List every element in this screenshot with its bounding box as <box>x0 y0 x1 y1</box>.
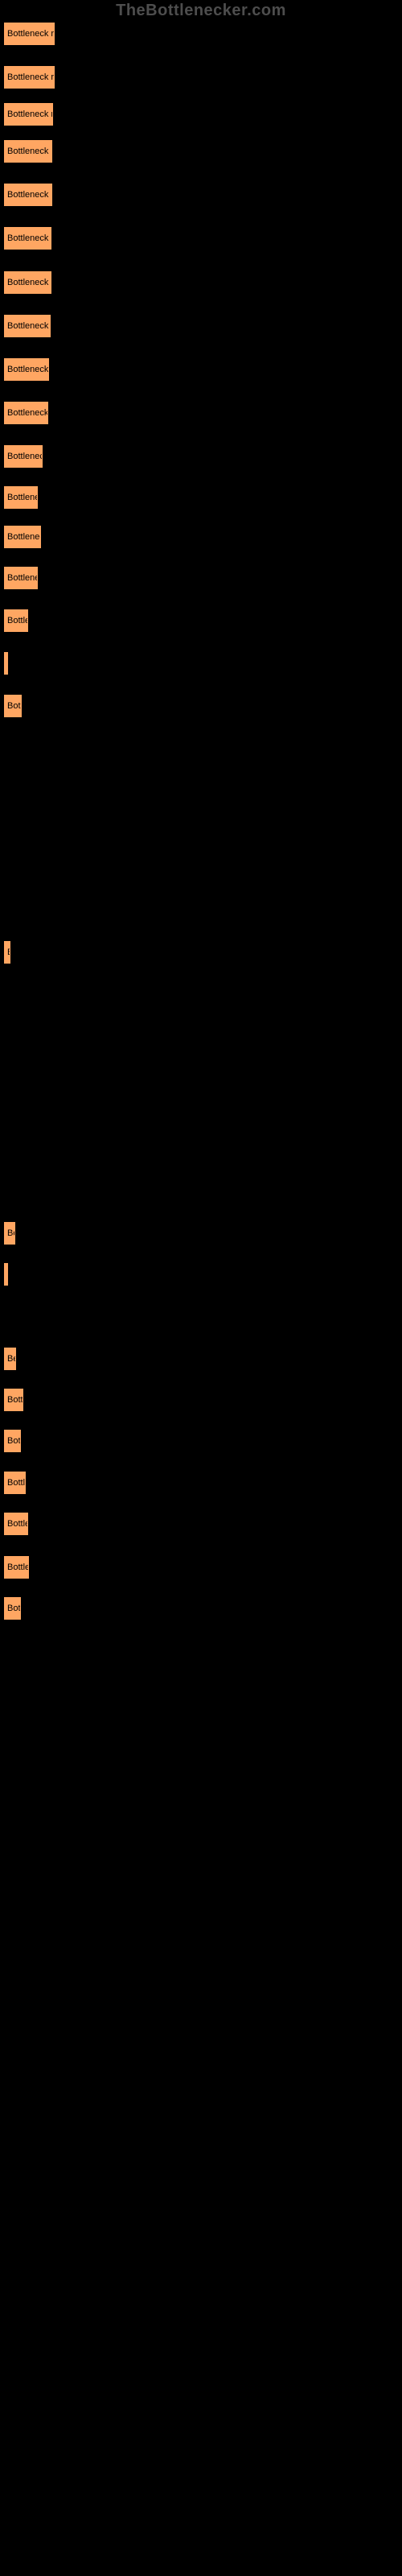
bar-row: Bottle <box>4 609 28 632</box>
bar <box>4 652 8 675</box>
bar-row: Bottlenec <box>4 567 38 589</box>
bar-label: B <box>7 947 10 957</box>
bar-row <box>4 652 6 675</box>
bar-chart: Bottleneck res Bottleneck res Bottleneck r… <box>4 19 398 2571</box>
bar <box>4 1263 8 1286</box>
bar-row <box>4 1263 6 1286</box>
bar: Bottle <box>4 1556 29 1579</box>
bar-label: Bottle <box>7 1563 29 1572</box>
bar: Bottlenec <box>4 486 38 509</box>
bar-row: Bottlenec <box>4 486 38 509</box>
bar-row: Bot <box>4 1597 21 1620</box>
bar-row: Bottleneck res <box>4 23 55 45</box>
bar-label: Bot <box>7 1604 21 1613</box>
bar: Bottleneck <box>4 445 43 468</box>
bar: Bottleneck re <box>4 140 52 163</box>
bar-row: Be <box>4 1348 16 1370</box>
bar-label: Bottleneck r <box>7 408 48 418</box>
bar-row: Bottle <box>4 1513 28 1535</box>
bar: Bottleneck r <box>4 402 48 424</box>
bar: Bottle <box>4 609 28 632</box>
bar-row: Bottl <box>4 1472 26 1494</box>
bar: Bot <box>4 1430 21 1452</box>
bar: Bottle <box>4 1513 28 1535</box>
bar-label: Bottleneck <box>7 532 41 542</box>
bar-label: Bottleneck re <box>7 233 51 243</box>
bar-row: Bottleneck <box>4 526 41 548</box>
bar-row: Bottleneck r <box>4 402 48 424</box>
bar-label: Bottleneck res <box>7 29 55 39</box>
bar-row: Bottleneck re <box>4 227 51 250</box>
bar-row: Bot <box>4 695 22 717</box>
bar-row: B <box>4 941 10 964</box>
bar-label: Bottlenec <box>7 573 38 583</box>
bar-row: Bottleneck re <box>4 140 52 163</box>
bar-row: Bottleneck re <box>4 271 51 294</box>
bar: B <box>4 941 10 964</box>
bar-label: Bottleneck res <box>7 72 55 82</box>
bar: Bot <box>4 1597 21 1620</box>
bar: Bottleneck res <box>4 66 55 89</box>
bar: Bottleneck re <box>4 227 51 250</box>
bar-row: Bott <box>4 1389 23 1411</box>
watermark-text: TheBottlenecker.com <box>116 2 286 20</box>
bar: Bottleneck re <box>4 184 52 206</box>
bar-row: Bottleneck re <box>4 184 52 206</box>
bar-label: Be <box>7 1354 16 1364</box>
bar-row: Bottleneck re <box>4 315 51 337</box>
bar-row: Bottleneck <box>4 445 43 468</box>
bar-label: Bot <box>7 701 21 711</box>
bar-row: Bot <box>4 1430 21 1452</box>
bar-label: Bottlenec <box>7 493 38 502</box>
bar-label: Bottleneck r <box>7 365 49 374</box>
bar: Bot <box>4 695 22 717</box>
bar-label: Bottl <box>7 1478 25 1488</box>
bar-row: Bottleneck re <box>4 103 53 126</box>
bar-label: Bo <box>7 1228 15 1238</box>
bar-label: Bot <box>7 1436 21 1446</box>
bar-label: Bott <box>7 1395 23 1405</box>
bar-row: Bo <box>4 1222 15 1245</box>
bar-row: Bottle <box>4 1556 29 1579</box>
bar-label: Bottleneck re <box>7 190 52 200</box>
bar: Bottl <box>4 1472 26 1494</box>
bar: Bott <box>4 1389 23 1411</box>
bar: Bo <box>4 1222 15 1245</box>
bar: Bottleneck re <box>4 271 51 294</box>
bar: Bottleneck re <box>4 103 53 126</box>
bar-row: Bottleneck res <box>4 66 55 89</box>
bar-row: Bottleneck r <box>4 358 49 381</box>
bar-label: Bottleneck re <box>7 321 51 331</box>
bar-label: Bottleneck <box>7 452 43 461</box>
bar: Bottleneck res <box>4 23 55 45</box>
bar-label: Bottleneck re <box>7 278 51 287</box>
bar: Bottleneck re <box>4 315 51 337</box>
bar-label: Bottle <box>7 616 28 625</box>
bar: Be <box>4 1348 16 1370</box>
bar-label: Bottle <box>7 1519 28 1529</box>
bar-label: Bottleneck re <box>7 147 52 156</box>
bar: Bottleneck <box>4 526 41 548</box>
bar: Bottlenec <box>4 567 38 589</box>
bar: Bottleneck r <box>4 358 49 381</box>
bar-label: Bottleneck re <box>7 109 53 119</box>
